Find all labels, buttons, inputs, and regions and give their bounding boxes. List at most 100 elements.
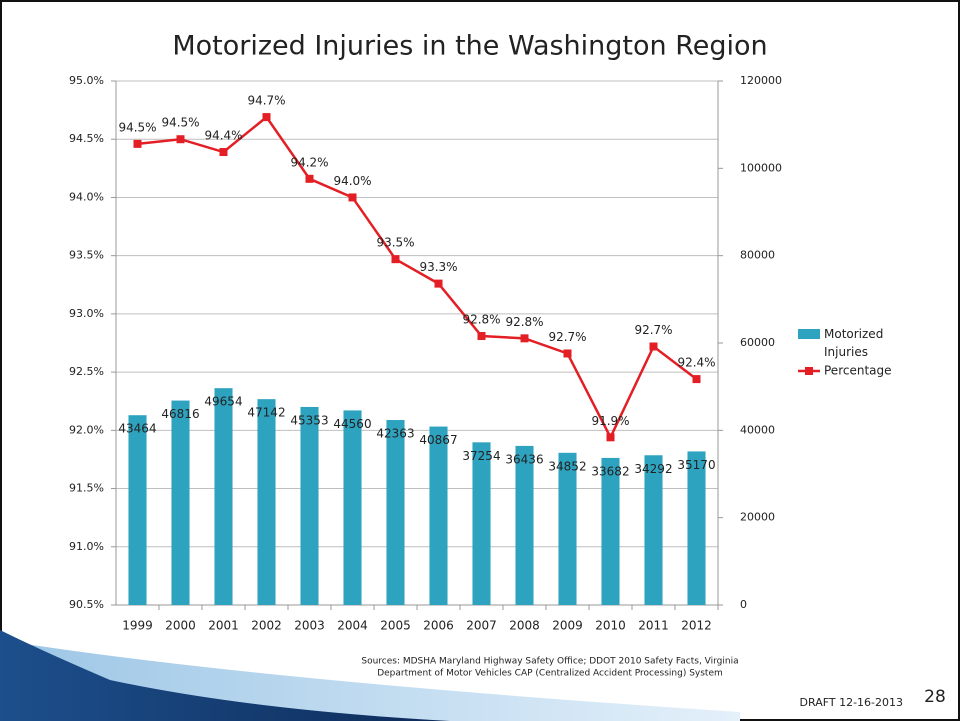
y2-tick-label: 40000: [740, 423, 775, 436]
y2-tick-label: 80000: [740, 249, 775, 262]
legend-swatch: [798, 329, 820, 339]
bar: [472, 442, 491, 605]
y2-tick-label: 0: [740, 598, 747, 611]
bar-value-label: 42363: [376, 427, 414, 441]
line-marker: [477, 332, 486, 341]
bar: [171, 400, 190, 605]
line-value-label: 92.8%: [505, 315, 543, 329]
line-marker: [563, 349, 572, 358]
bar: [429, 426, 448, 605]
line-value-label: 94.5%: [161, 116, 199, 130]
line-marker: [520, 334, 529, 343]
x-tick-label: 2009: [552, 619, 583, 633]
bar-value-label: 36436: [505, 452, 543, 466]
bar: [386, 420, 405, 605]
sources-line: Department of Motor Vehicles CAP (Centra…: [377, 669, 723, 679]
bar: [644, 455, 663, 605]
bar: [601, 457, 620, 605]
line-value-label: 92.4%: [677, 356, 715, 370]
y2-tick-label: 60000: [740, 336, 775, 349]
y-tick-label: 94.5%: [69, 132, 104, 145]
legend-label: Motorized Injuries: [824, 327, 883, 359]
y-tick-label: 94.0%: [69, 190, 104, 203]
line-marker: [348, 193, 357, 202]
line-value-label: 94.2%: [290, 155, 328, 169]
bar-value-label: 49654: [204, 395, 242, 409]
line-marker: [391, 255, 400, 264]
line-value-label: 92.7%: [634, 323, 672, 337]
y2-tick-label: 120000: [740, 74, 782, 87]
line-marker: [434, 279, 443, 288]
y2-tick-label: 20000: [740, 511, 775, 524]
x-tick-label: 2003: [294, 619, 325, 633]
y-tick-label: 92.0%: [69, 423, 104, 436]
y2-tick-label: 100000: [740, 161, 782, 174]
line-marker: [649, 342, 658, 351]
bar: [214, 388, 233, 605]
legend-label: Percentage: [824, 364, 892, 378]
bar: [257, 399, 276, 605]
bar-value-label: 45353: [290, 413, 328, 427]
y-tick-label: 91.0%: [69, 540, 104, 553]
bar-value-label: 46816: [161, 407, 199, 421]
line-marker: [692, 375, 701, 384]
bar: [515, 445, 534, 605]
bar-value-label: 33682: [591, 464, 629, 478]
line-value-label: 94.5%: [118, 120, 156, 134]
y-tick-label: 92.5%: [69, 365, 104, 378]
bar-value-label: 34292: [634, 462, 672, 476]
x-tick-label: 2002: [251, 619, 282, 633]
x-tick-label: 2004: [337, 619, 368, 633]
sources-line: Sources: MDSHA Maryland Highway Safety O…: [361, 657, 738, 667]
legend-swatch: [805, 367, 813, 375]
line-value-label: 94.7%: [247, 94, 285, 108]
bar-value-label: 43464: [118, 422, 156, 436]
y-tick-label: 90.5%: [69, 598, 104, 611]
bar-value-label: 37254: [462, 449, 500, 463]
draft-label: DRAFT 12-16-2013: [800, 696, 903, 709]
page-number: 28: [924, 687, 946, 707]
x-tick-label: 2007: [466, 619, 497, 633]
x-tick-label: 2001: [208, 619, 239, 633]
line-marker: [606, 433, 615, 442]
line-marker: [219, 148, 228, 157]
bar: [558, 452, 577, 605]
bar-value-label: 40867: [419, 433, 457, 447]
bar-value-label: 34852: [548, 459, 586, 473]
line-value-label: 92.8%: [462, 313, 500, 327]
x-tick-label: 2012: [681, 619, 712, 633]
line-value-label: 94.0%: [333, 174, 371, 188]
bar: [343, 410, 362, 605]
x-tick-label: 2006: [423, 619, 454, 633]
legend-label-line: Injuries: [824, 345, 868, 359]
bar-value-label: 44560: [333, 417, 371, 431]
line-marker: [176, 135, 185, 144]
legend-label-line: Motorized: [824, 327, 883, 341]
line-value-label: 92.7%: [548, 330, 586, 344]
line: [137, 115, 698, 441]
line-value-label: 91.9%: [591, 414, 629, 428]
x-tick-label: 2010: [595, 619, 626, 633]
line-value-label: 93.3%: [419, 260, 457, 274]
y-tick-label: 93.5%: [69, 249, 104, 262]
bar-value-label: 35170: [677, 458, 715, 472]
x-tick-label: 2008: [509, 619, 540, 633]
x-tick-label: 2005: [380, 619, 411, 633]
chart-title: Motorized Injuries in the Washington Reg…: [172, 31, 767, 62]
y-tick-label: 91.5%: [69, 482, 104, 495]
bar: [687, 451, 706, 605]
decor-swoosh-dark: [0, 630, 450, 721]
bar: [128, 415, 147, 605]
bar: [300, 406, 319, 605]
line-marker: [262, 113, 271, 122]
bar-value-label: 47142: [247, 406, 285, 420]
y-tick-label: 93.0%: [69, 307, 104, 320]
line-marker: [305, 174, 314, 183]
y-tick-label: 95.0%: [69, 74, 104, 87]
line-marker: [133, 139, 142, 148]
x-tick-label: 1999: [122, 619, 153, 633]
line-value-label: 93.5%: [376, 236, 414, 250]
line-value-label: 94.4%: [204, 129, 242, 143]
